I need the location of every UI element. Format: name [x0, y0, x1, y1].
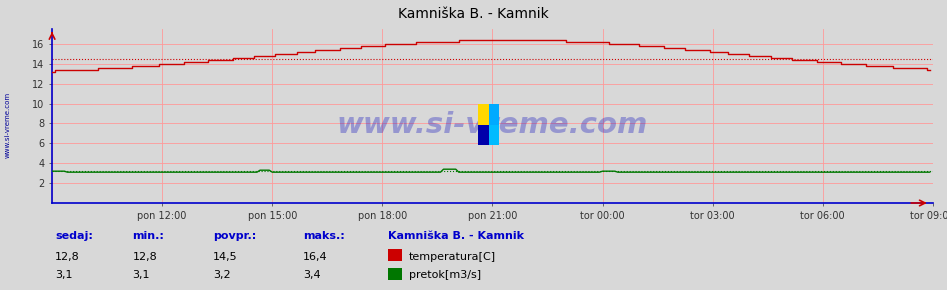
Text: 3,1: 3,1 — [133, 270, 150, 280]
Text: povpr.:: povpr.: — [213, 231, 257, 241]
Text: 12,8: 12,8 — [55, 251, 80, 262]
Text: min.:: min.: — [133, 231, 165, 241]
Text: pretok[m3/s]: pretok[m3/s] — [409, 270, 481, 280]
Text: www.si-vreme.com: www.si-vreme.com — [337, 111, 648, 139]
Text: 3,2: 3,2 — [213, 270, 231, 280]
Text: Kamniška B. - Kamnik: Kamniška B. - Kamnik — [398, 7, 549, 21]
Text: sedaj:: sedaj: — [55, 231, 93, 241]
Text: www.si-vreme.com: www.si-vreme.com — [5, 92, 10, 158]
Text: temperatura[C]: temperatura[C] — [409, 251, 496, 262]
Bar — [489, 104, 499, 125]
Text: maks.:: maks.: — [303, 231, 345, 241]
Text: 3,1: 3,1 — [55, 270, 72, 280]
Text: 16,4: 16,4 — [303, 251, 328, 262]
Bar — [489, 125, 499, 145]
Bar — [478, 104, 489, 125]
Text: 3,4: 3,4 — [303, 270, 321, 280]
Text: 12,8: 12,8 — [133, 251, 157, 262]
Text: Kamniška B. - Kamnik: Kamniška B. - Kamnik — [388, 231, 525, 241]
Text: 14,5: 14,5 — [213, 251, 238, 262]
Bar — [478, 125, 489, 145]
